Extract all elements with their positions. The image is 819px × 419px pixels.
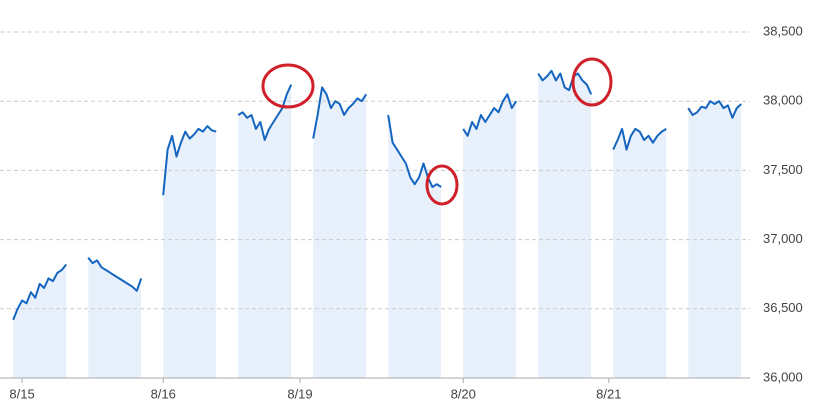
x-tick-label: 8/20: [451, 386, 476, 401]
area: [538, 70, 592, 379]
area: [88, 257, 142, 378]
line: [387, 114, 442, 188]
line: [687, 100, 742, 119]
line: [237, 84, 293, 141]
highlight-circle: [571, 57, 613, 107]
x-tick-label: 8/16: [151, 386, 176, 401]
line: [12, 263, 67, 321]
area: [238, 84, 292, 378]
area: [388, 115, 442, 378]
line: [462, 93, 518, 137]
y-tick-label: 37,000: [763, 231, 803, 246]
x-tick-label: 8/15: [9, 386, 34, 401]
y-tick-label: 38,000: [763, 93, 803, 108]
annotations: [261, 57, 613, 206]
highlight-circle: [261, 63, 315, 109]
x-tick-label: 8/21: [596, 386, 621, 401]
line: [312, 86, 368, 139]
area: [313, 87, 367, 379]
y-tick-label: 38,500: [763, 23, 803, 38]
area: [613, 128, 667, 378]
highlight-circle: [425, 164, 459, 206]
area: [13, 264, 67, 378]
area: [163, 126, 217, 378]
line: [162, 125, 217, 196]
line: [87, 256, 143, 292]
x-tick-label: 8/19: [287, 386, 312, 401]
line: [537, 69, 593, 95]
y-tick-label: 36,500: [763, 300, 803, 315]
area: [463, 94, 517, 379]
line: [612, 127, 667, 151]
y-tick-label: 36,000: [763, 369, 803, 384]
y-tick-label: 37,500: [763, 162, 803, 177]
